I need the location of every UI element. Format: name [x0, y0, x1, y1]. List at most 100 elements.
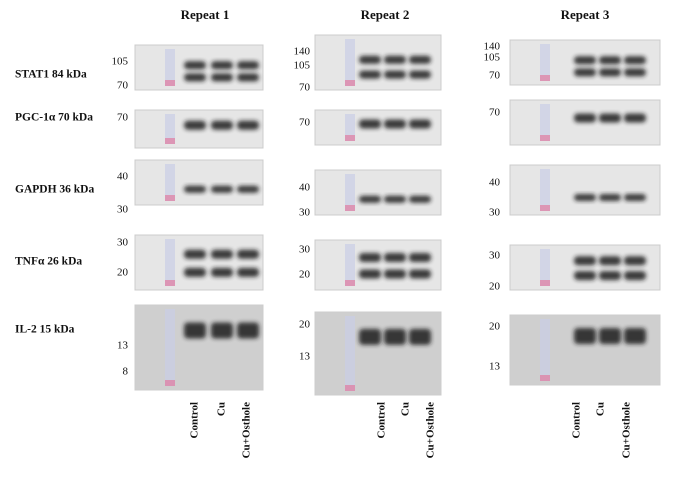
marker-label: 13	[299, 351, 311, 363]
band	[184, 267, 206, 277]
blot	[134, 304, 264, 391]
band	[184, 249, 206, 259]
band	[184, 120, 206, 130]
ladder-pink	[165, 280, 175, 286]
marker-label: 70	[299, 117, 311, 129]
band	[599, 256, 621, 266]
band	[574, 271, 596, 281]
marker-label: 30	[299, 244, 311, 256]
marker-label: 70	[117, 80, 129, 92]
band	[409, 55, 431, 64]
blot	[314, 169, 442, 216]
marker-label: 30	[117, 204, 129, 216]
ladder	[540, 104, 550, 141]
marker-label: 40	[489, 177, 501, 189]
ladder	[345, 114, 355, 141]
band	[384, 253, 406, 262]
band	[384, 55, 406, 64]
ladder-pink	[345, 205, 355, 211]
marker-label: 20	[489, 281, 501, 293]
blot	[509, 164, 661, 216]
lane-label: Cu+Osthole	[241, 402, 253, 459]
lane-label: Cu+Osthole	[621, 402, 633, 459]
row-label: GAPDH 36 kDa	[15, 184, 94, 196]
lane-label: Control	[376, 402, 388, 438]
band	[384, 195, 406, 203]
blot	[509, 314, 661, 386]
marker-label: 140	[294, 46, 311, 58]
band	[409, 269, 431, 279]
lane-label: Control	[571, 402, 583, 438]
ladder-pink	[165, 138, 175, 144]
band	[384, 328, 406, 345]
ladder	[165, 164, 175, 201]
ladder	[540, 319, 550, 381]
marker-label: 30	[489, 250, 501, 262]
band	[599, 328, 621, 344]
band	[384, 269, 406, 279]
row-label: PGC-1α 70 kDa	[15, 112, 93, 124]
ladder	[345, 39, 355, 86]
band	[237, 249, 259, 259]
marker-label: 105	[484, 52, 501, 64]
lane-label: Cu	[595, 402, 607, 416]
lane-label: Cu	[216, 402, 228, 416]
ladder	[345, 316, 355, 391]
band	[184, 73, 206, 82]
band	[211, 322, 233, 339]
band	[624, 256, 646, 266]
band	[237, 61, 259, 70]
blot	[314, 239, 442, 291]
band	[574, 194, 596, 201]
band	[409, 195, 431, 203]
marker-label: 20	[489, 321, 501, 333]
band	[211, 267, 233, 277]
marker-label: 30	[489, 207, 501, 219]
band	[574, 68, 596, 77]
band	[574, 113, 596, 123]
lane-label: Cu+Osthole	[425, 402, 437, 459]
band	[237, 73, 259, 82]
marker-label: 40	[117, 171, 129, 183]
band	[237, 322, 259, 339]
marker-label: 40	[299, 182, 311, 194]
blot	[314, 311, 442, 396]
band	[237, 120, 259, 130]
band	[211, 249, 233, 259]
band	[359, 328, 381, 345]
row-label: TNFα 26 kDa	[15, 256, 82, 268]
ladder-pink	[345, 280, 355, 286]
column-title: Repeat 3	[561, 7, 610, 22]
band	[624, 113, 646, 123]
band	[409, 328, 431, 345]
ladder-pink	[345, 80, 355, 86]
ladder	[165, 114, 175, 144]
band	[359, 70, 381, 79]
column-title: Repeat 2	[361, 7, 410, 22]
band	[211, 61, 233, 70]
marker-label: 8	[123, 366, 129, 378]
marker-label: 140	[484, 41, 501, 53]
marker-label: 30	[117, 237, 129, 249]
ladder	[540, 169, 550, 211]
marker-label: 30	[299, 207, 311, 219]
band	[599, 194, 621, 201]
band	[624, 194, 646, 201]
ladder-pink	[540, 135, 550, 141]
ladder-pink	[345, 385, 355, 391]
marker-label: 70	[489, 70, 501, 82]
band	[359, 195, 381, 203]
blot	[509, 244, 661, 291]
marker-label: 20	[299, 269, 311, 281]
band	[211, 73, 233, 82]
band	[384, 70, 406, 79]
ladder	[540, 249, 550, 286]
band	[359, 253, 381, 262]
ladder	[165, 309, 175, 386]
marker-label: 70	[117, 112, 129, 124]
band	[359, 55, 381, 64]
band	[574, 256, 596, 266]
blot	[134, 159, 264, 206]
band	[359, 119, 381, 129]
